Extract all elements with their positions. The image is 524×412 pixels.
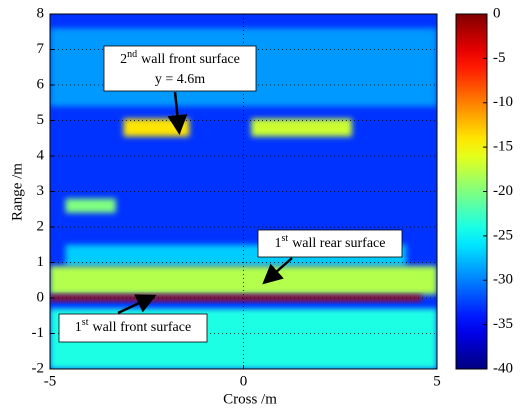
colorbar bbox=[455, 13, 488, 370]
annotation-ordinal: 1 bbox=[275, 236, 282, 251]
x-tick-label: -5 bbox=[44, 373, 57, 389]
y-tick-label: -1 bbox=[32, 325, 45, 341]
y-tick-label: 8 bbox=[37, 5, 45, 21]
heatmap-region bbox=[251, 118, 352, 137]
annotation-label: wall front surface bbox=[141, 52, 240, 67]
y-tick-label: 4 bbox=[37, 147, 45, 163]
annotation-label: wall rear surface bbox=[292, 236, 385, 251]
annotation: 2nd wall front surface y = 4.6m bbox=[103, 45, 257, 135]
annotation-text: 1st wall rear surface bbox=[275, 233, 386, 251]
y-tick-label: 2 bbox=[37, 218, 45, 234]
axes: -5 0 5 -2 -1 0 1 2 3 4 5 6 7 8 bbox=[32, 5, 441, 389]
y-axis-label: Range /m bbox=[9, 163, 25, 221]
annotation-arrow bbox=[167, 91, 188, 135]
colorbar-tick-label: -25 bbox=[493, 227, 513, 243]
annotation-box bbox=[103, 45, 257, 92]
y-tick-label: 3 bbox=[37, 183, 45, 199]
annotation-label: wall front surface bbox=[92, 320, 191, 335]
annotation-ordinal: 1 bbox=[75, 320, 82, 335]
colorbar-tick-label: -5 bbox=[493, 50, 506, 66]
colorbar-tick-label: -15 bbox=[493, 139, 513, 155]
annotation-suffix: st bbox=[82, 317, 89, 328]
x-axis-label: Cross /m bbox=[223, 391, 277, 407]
plot-frame bbox=[49, 13, 438, 370]
annotation-box bbox=[257, 229, 403, 258]
annotation-text-line2: y = 4.6m bbox=[155, 72, 205, 87]
y-tick-label: 1 bbox=[37, 254, 45, 270]
colorbar-tick-label: -10 bbox=[493, 94, 513, 110]
annotation-suffix: st bbox=[282, 233, 289, 244]
x-tick-label: 0 bbox=[240, 373, 248, 389]
annotation-suffix: nd bbox=[127, 49, 137, 60]
annotation-text: 1st wall front surface bbox=[75, 317, 191, 335]
colorbar-tick-label: -30 bbox=[493, 272, 513, 288]
y-tick-label: 7 bbox=[37, 41, 45, 57]
heatmap-region bbox=[65, 198, 116, 213]
heatmap-region bbox=[50, 295, 422, 301]
annotation-box bbox=[58, 313, 208, 343]
colorbar-tick-label: -35 bbox=[493, 316, 513, 332]
colorbar-tick-label: 0 bbox=[493, 5, 501, 21]
y-tick-label: 0 bbox=[37, 289, 45, 305]
annotation: 1st wall rear surface bbox=[257, 229, 403, 285]
annotation-ordinal: 2 bbox=[120, 52, 127, 67]
x-tick-label: 5 bbox=[433, 373, 441, 389]
annotation-text: 2nd wall front surface bbox=[120, 49, 240, 67]
annotation-arrow bbox=[117, 294, 157, 315]
annotation: 1st wall front surface bbox=[58, 294, 208, 343]
y-tick-label: 6 bbox=[37, 76, 45, 92]
y-tick-label: 5 bbox=[37, 112, 45, 128]
colorbar-tick-label: -40 bbox=[493, 360, 513, 376]
annotation-arrow bbox=[262, 257, 293, 285]
y-tick-label: -2 bbox=[32, 360, 45, 376]
colorbar-tick-label: -20 bbox=[493, 183, 513, 199]
